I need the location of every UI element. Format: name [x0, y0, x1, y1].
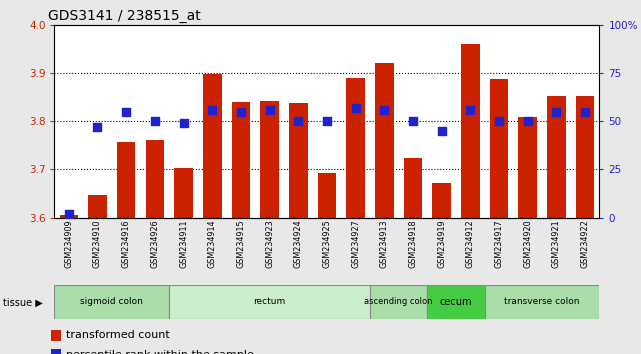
Bar [117, 142, 135, 218]
Point [150, 118, 160, 124]
Text: cecum: cecum [440, 297, 472, 307]
Text: sigmoid colon: sigmoid colon [80, 297, 144, 306]
Bar [485, 285, 599, 319]
Point [522, 118, 533, 124]
Point [351, 105, 361, 110]
Bar [375, 63, 394, 218]
Bar [547, 96, 565, 218]
Bar [404, 158, 422, 218]
Bar [289, 103, 308, 218]
Bar [490, 79, 508, 218]
Point [551, 109, 562, 114]
Point [265, 107, 275, 113]
Text: ascending colon: ascending colon [364, 297, 433, 306]
Bar [54, 285, 169, 319]
Bar [576, 96, 594, 218]
Bar [60, 215, 78, 218]
Bar [51, 349, 61, 354]
Point [494, 118, 504, 124]
Point [63, 211, 74, 217]
Text: tissue ▶: tissue ▶ [3, 298, 43, 308]
Bar [88, 195, 107, 218]
Point [121, 109, 131, 114]
Bar [432, 183, 451, 218]
Point [236, 109, 246, 114]
Bar [346, 78, 365, 218]
Point [178, 120, 188, 126]
Bar [317, 173, 337, 218]
Bar [231, 102, 250, 218]
Text: transverse colon: transverse colon [504, 297, 579, 306]
Point [293, 118, 303, 124]
Point [379, 107, 389, 113]
Bar [370, 285, 428, 319]
Point [408, 118, 418, 124]
Bar [428, 285, 485, 319]
Bar [519, 118, 537, 218]
Bar [51, 330, 61, 341]
Bar [146, 139, 164, 218]
Bar [260, 101, 279, 218]
Point [322, 118, 332, 124]
Text: transformed count: transformed count [65, 330, 169, 341]
Text: GDS3141 / 238515_at: GDS3141 / 238515_at [48, 9, 201, 23]
Bar [203, 74, 222, 218]
Bar [174, 168, 193, 218]
Point [207, 107, 217, 113]
Point [92, 124, 103, 130]
Point [465, 107, 476, 113]
Point [437, 128, 447, 134]
Point [580, 109, 590, 114]
Text: rectum: rectum [253, 297, 286, 306]
Bar [169, 285, 370, 319]
Text: percentile rank within the sample: percentile rank within the sample [65, 350, 253, 354]
Bar [461, 44, 479, 218]
